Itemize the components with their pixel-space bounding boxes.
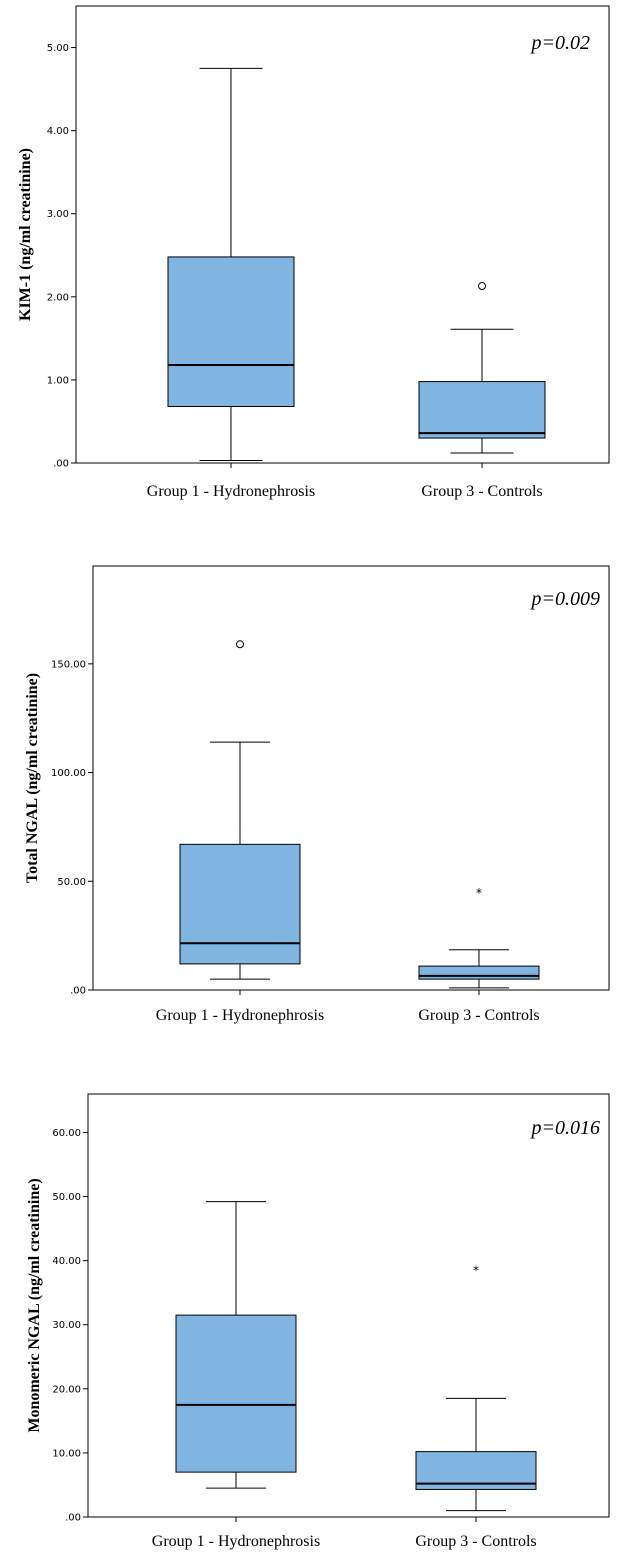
outlier-point <box>236 640 244 649</box>
iqr-box <box>175 1314 297 1473</box>
y-axis-title: KIM-1 (ng/ml creatinine) <box>17 148 34 321</box>
y-tick-label: 5.00 <box>47 43 69 54</box>
y-tick-label: 40.00 <box>52 1256 81 1267</box>
plot-frame <box>92 565 610 991</box>
extreme-point: * <box>473 1263 479 1277</box>
p-value-annotation: p=0.016 <box>530 1117 601 1139</box>
y-tick-label: 4.00 <box>47 126 69 137</box>
y-tick-label: 30.00 <box>52 1320 81 1331</box>
iqr-box <box>418 381 546 439</box>
y-tick-label: .00 <box>53 459 69 470</box>
category-label: Group 1 - Hydronephrosis <box>152 1533 320 1550</box>
y-axis-title: Total NGAL (ng/ml creatinine) <box>24 673 41 883</box>
y-tick-label: 10.00 <box>52 1448 81 1459</box>
y-tick-label: 50.00 <box>52 1192 81 1203</box>
category-label: Group 3 - Controls <box>421 483 542 500</box>
y-tick-label: 100.00 <box>51 768 86 779</box>
boxplot-panel-1: .00 1.00 2.00 3.00 4.00 5.00 KIM-1 (ng/ml crea… <box>17 5 610 500</box>
plot-frame <box>75 5 610 464</box>
y-tick-label: 20.00 <box>52 1384 81 1395</box>
iqr-box <box>418 965 540 980</box>
category-label: Group 3 - Controls <box>418 1007 539 1024</box>
boxplot-panel-3: .00 10.00 20.00 30.00 40.00 50.00 60.00 Monomer… <box>26 1093 610 1550</box>
p-value-annotation: p=0.009 <box>530 588 601 610</box>
category-label: Group 1 - Hydronephrosis <box>156 1007 324 1024</box>
y-tick-label: 3.00 <box>47 209 69 220</box>
y-tick-label: 60.00 <box>52 1128 81 1139</box>
iqr-box <box>167 256 295 407</box>
y-tick-label: 1.00 <box>47 375 69 386</box>
y-axis-title: Monomeric NGAL (ng/ml creatinine) <box>26 1178 43 1432</box>
y-tick-label: 2.00 <box>47 292 69 303</box>
iqr-box <box>179 843 301 965</box>
plot-frame <box>87 1093 610 1518</box>
extreme-point: * <box>476 886 482 900</box>
outlier-point <box>478 282 486 291</box>
y-tick-label: .00 <box>70 986 86 997</box>
boxplot-panel-2: .00 50.00 100.00 150.00 Total NGAL (ng/ml cr… <box>24 565 610 1024</box>
category-label: Group 3 - Controls <box>415 1533 536 1550</box>
y-tick-label: 50.00 <box>57 877 86 888</box>
p-value-annotation: p=0.02 <box>530 32 591 54</box>
y-tick-label: 150.00 <box>51 659 86 670</box>
y-tick-label: .00 <box>65 1513 81 1524</box>
category-label: Group 1 - Hydronephrosis <box>147 483 315 500</box>
